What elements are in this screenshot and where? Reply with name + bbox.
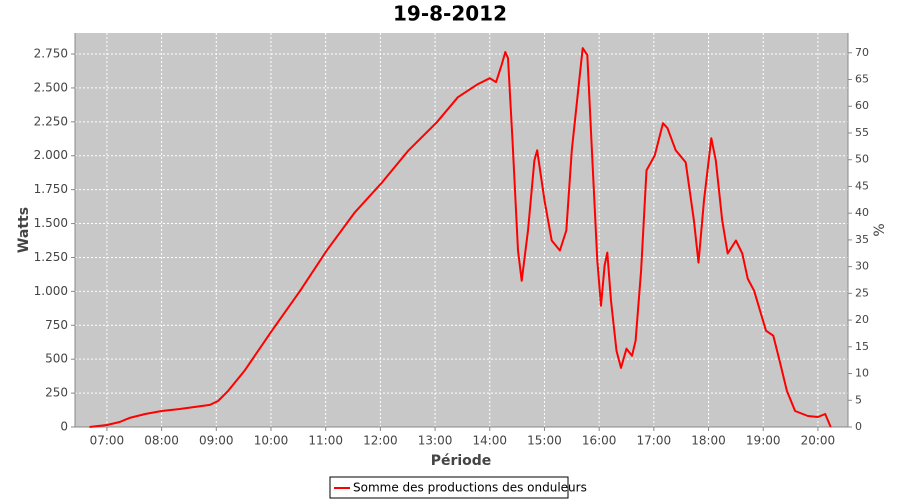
- x-tick-label: 11:00: [308, 434, 343, 448]
- x-tick-label: 09:00: [199, 434, 234, 448]
- x-tick-label: 20:00: [801, 434, 836, 448]
- y2-tick-label: 35: [855, 233, 869, 246]
- y2-tick-label: 65: [855, 73, 869, 86]
- x-tick-label: 08:00: [144, 434, 179, 448]
- y-tick-label: 1.250: [34, 250, 68, 264]
- y2-tick-label: 55: [855, 126, 869, 139]
- y-tick-label: 500: [45, 352, 68, 366]
- x-tick-label: 19:00: [746, 434, 781, 448]
- x-tick-label: 15:00: [527, 434, 562, 448]
- x-tick-label: 07:00: [90, 434, 125, 448]
- y-tick-label: 2.250: [34, 114, 68, 128]
- y2-tick-label: 10: [855, 367, 869, 380]
- legend: [329, 476, 569, 499]
- x-tick-label: 16:00: [582, 434, 617, 448]
- y2-tick-label: 70: [855, 46, 869, 59]
- chart-title: 19-8-2012: [393, 2, 507, 26]
- y2-tick-label: 15: [855, 340, 869, 353]
- y-axis-title: Watts: [16, 207, 32, 253]
- y2-tick-label: 0: [855, 420, 862, 433]
- y2-tick-label: 60: [855, 99, 869, 112]
- y2-tick-label: 40: [855, 206, 869, 219]
- x-axis-title: Période: [431, 453, 492, 469]
- x-tick-label: 14:00: [472, 434, 507, 448]
- y2-tick-label: 30: [855, 260, 869, 273]
- y2-tick-label: 50: [855, 153, 869, 166]
- data-line: [89, 47, 832, 428]
- x-tick-label: 13:00: [418, 434, 453, 448]
- y-tick-label: 750: [45, 318, 68, 332]
- legend-label: Somme des productions des onduleurs: [353, 481, 587, 495]
- y-tick-label: 0: [60, 420, 68, 434]
- y-tick-label: 1.000: [34, 284, 68, 298]
- y-tick-label: 2.000: [34, 148, 68, 162]
- y-tick-label: 2.500: [34, 80, 68, 94]
- y2-tick-label: 5: [855, 393, 862, 406]
- x-tick-label: 18:00: [691, 434, 726, 448]
- y2-axis-title: %: [872, 223, 888, 236]
- y-tick-label: 250: [45, 386, 68, 400]
- y2-tick-label: 25: [855, 286, 869, 299]
- x-tick-label: 12:00: [363, 434, 398, 448]
- y-tick-label: 1.500: [34, 216, 68, 230]
- y2-tick-label: 20: [855, 313, 869, 326]
- x-tick-label: 17:00: [637, 434, 672, 448]
- y-tick-label: 2.750: [34, 47, 68, 61]
- y-tick-label: 1.750: [34, 182, 68, 196]
- plot-area: [75, 33, 848, 427]
- x-tick-label: 10:00: [254, 434, 289, 448]
- y2-tick-label: 45: [855, 179, 869, 192]
